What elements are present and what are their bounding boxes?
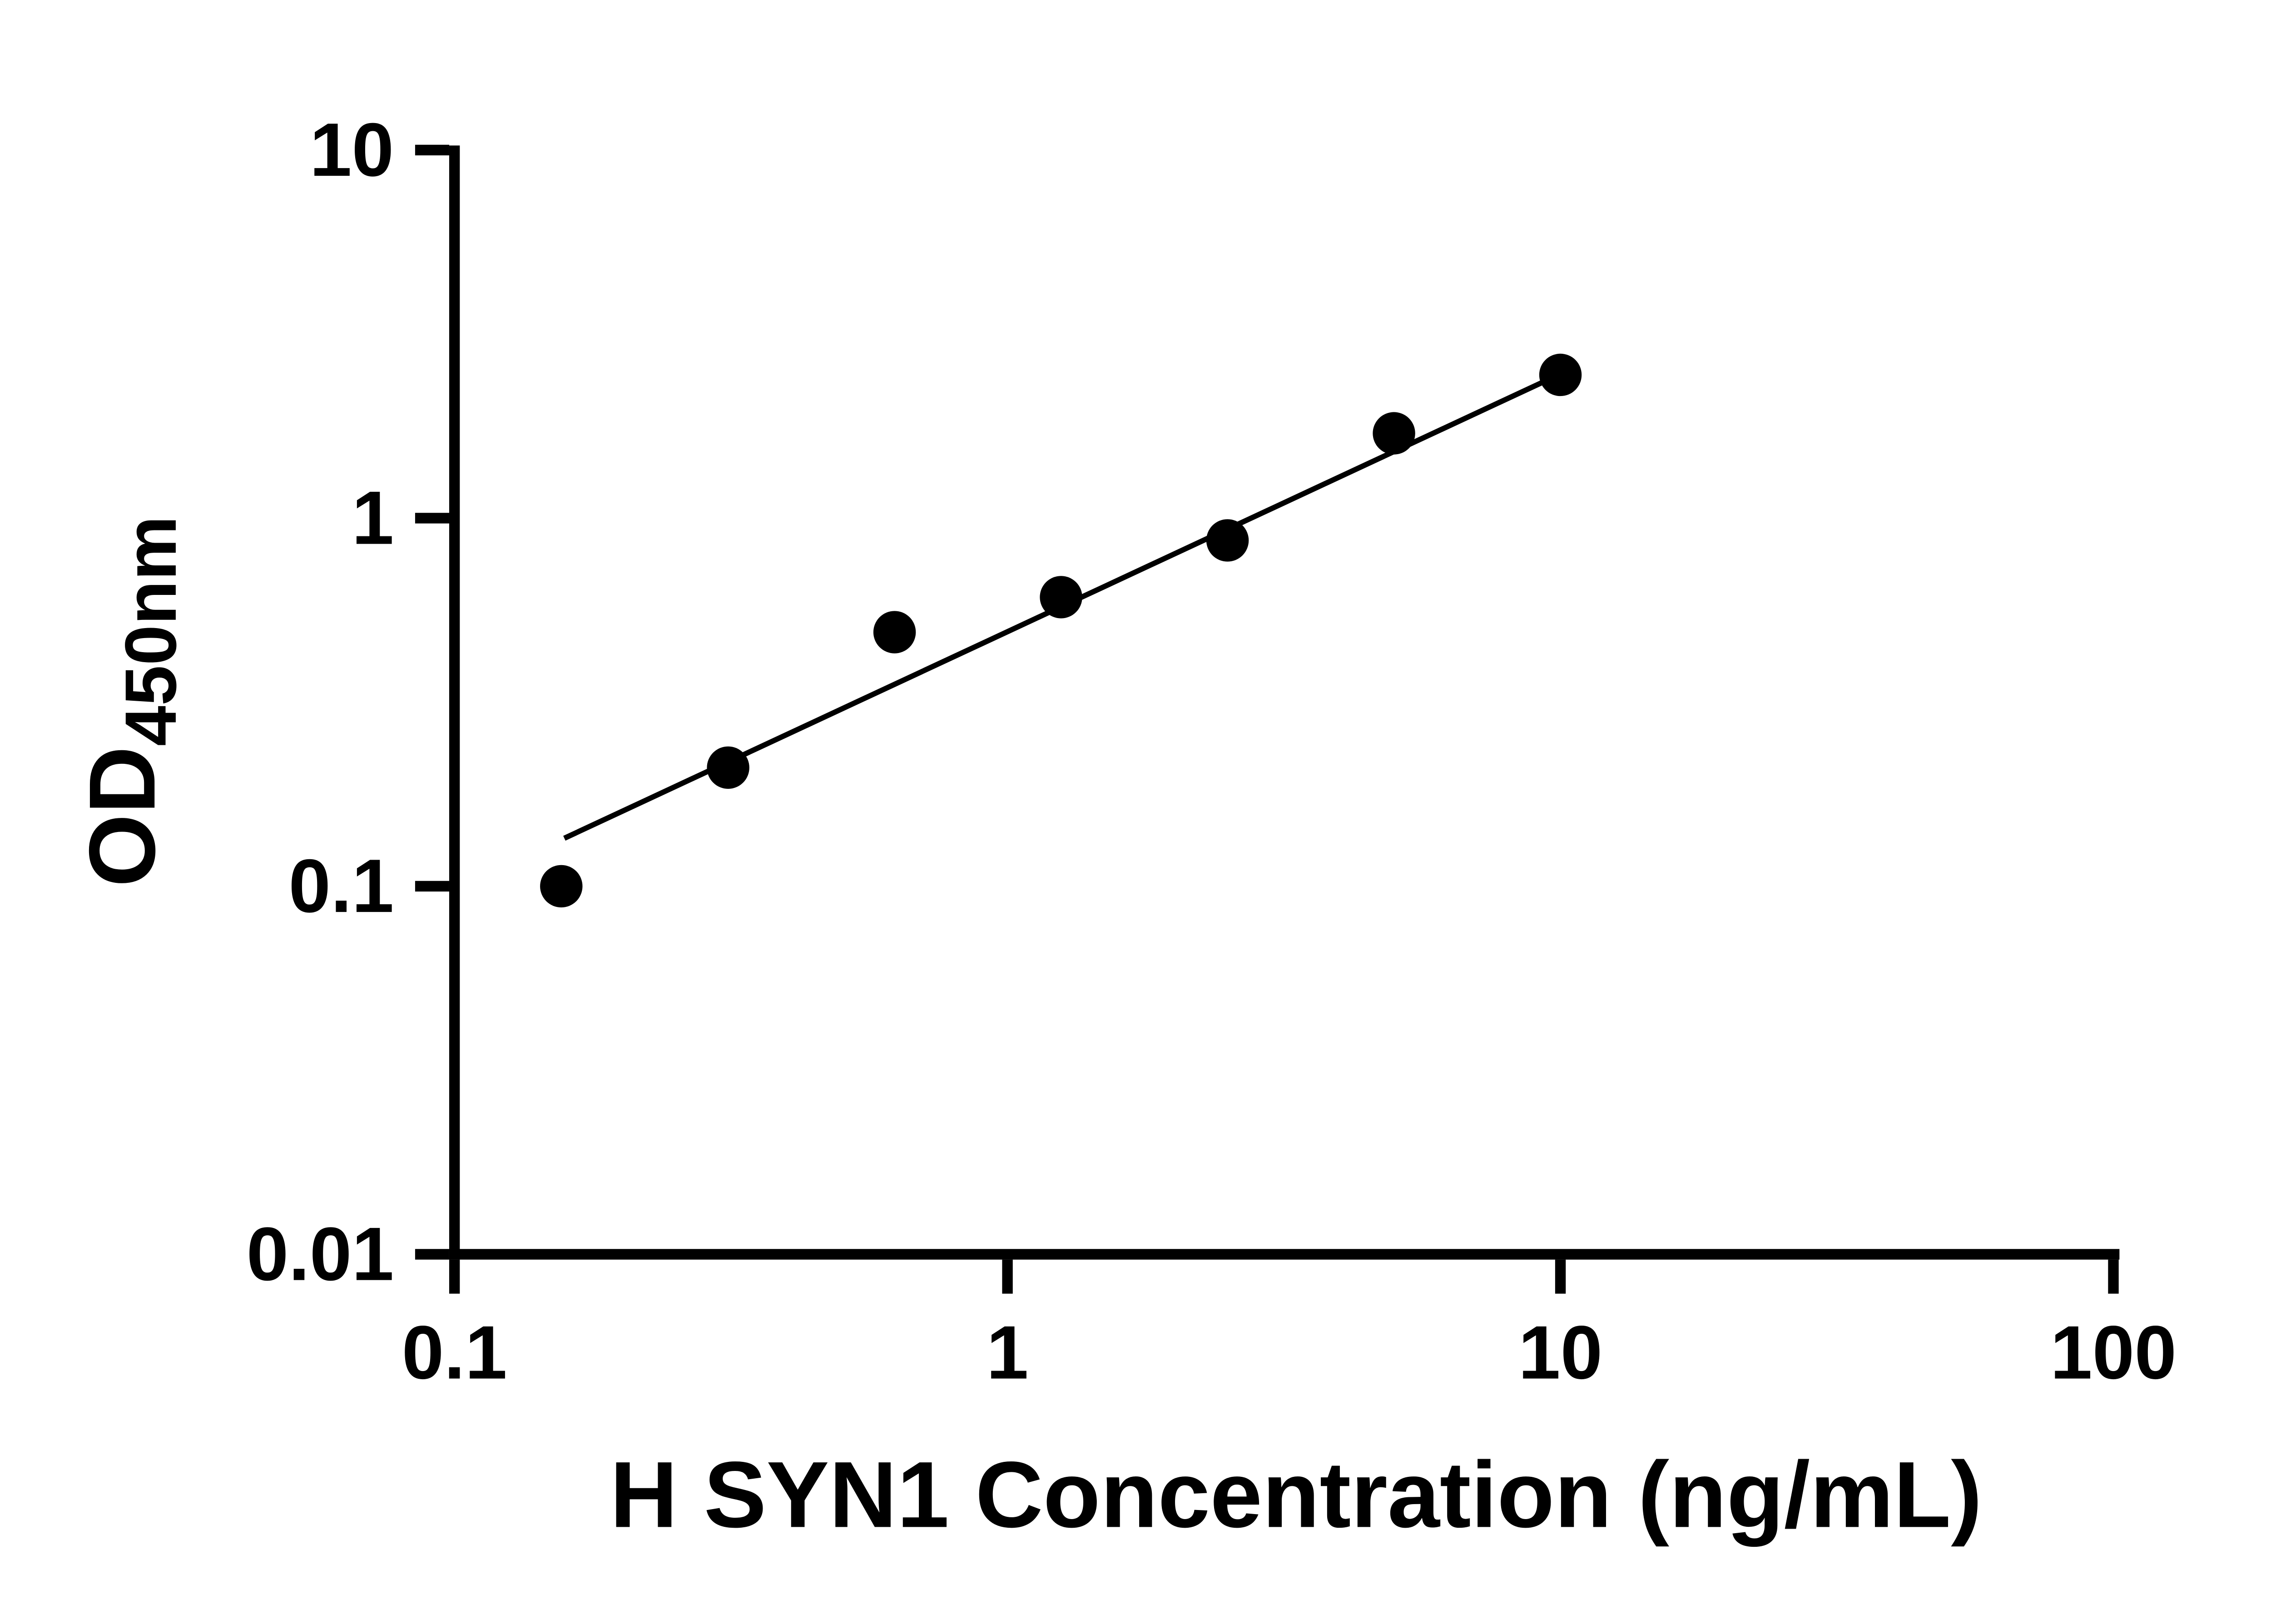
data-point [1539,353,1582,396]
x-tick-label: 0.1 [402,1310,507,1395]
data-point [873,611,916,654]
data-point [540,865,583,908]
data-point [1206,519,1249,562]
data-point [1373,412,1415,455]
x-axis-title: H SYN1 Concentration (ng/mL) [610,1442,1982,1547]
data-point [1040,576,1082,619]
x-tick-label: 100 [2050,1310,2177,1395]
y-tick-label: 10 [310,108,394,192]
data-point [707,746,749,789]
y-axis-title: OD450nm [69,516,191,887]
y-tick-label: 0.01 [247,1212,394,1297]
x-tick-label: 10 [1518,1310,1603,1395]
x-tick-label: 1 [987,1310,1029,1395]
y-tick-label: 1 [352,476,394,560]
y-tick-label: 0.1 [288,844,394,928]
series-h-syn1-standard-curve [540,353,1582,908]
